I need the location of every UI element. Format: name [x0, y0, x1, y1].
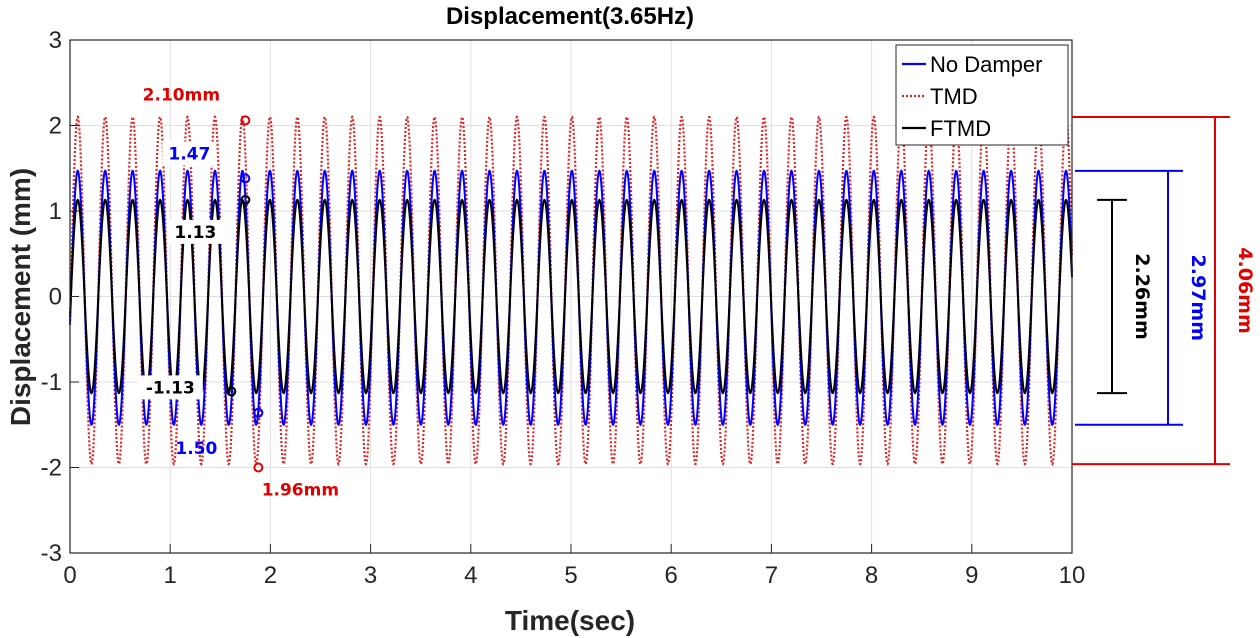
annotation-label-bg [162, 141, 217, 166]
range-brackets: 2.26mm 2.97mm 4.06mm [1072, 115, 1256, 466]
x-tick-label: 5 [564, 562, 577, 589]
y-tick-label: 3 [49, 27, 62, 54]
range-label: 2.26mm [1131, 253, 1153, 339]
annotation-label-bg [168, 219, 223, 244]
y-tick-label: -3 [41, 540, 62, 567]
range-label: 4.06mm [1234, 247, 1256, 333]
y-tick-label: 2 [49, 113, 62, 140]
series-line-ftmd [69, 198, 1073, 395]
range-label: 2.97mm [1187, 255, 1209, 341]
annotations: 2.10mm 1.47 1.13 -1.13 1.50 1.96mm [137, 85, 339, 501]
legend-label: No Damper [930, 52, 1042, 77]
x-tick-label: 7 [765, 562, 778, 589]
annotation-marker [240, 194, 251, 205]
x-tick-label: 0 [63, 562, 76, 589]
legend: No Damper TMD FTMD [895, 44, 1069, 146]
chart-title: Displacement(3.65Hz) [446, 3, 694, 30]
x-tick-label: 2 [264, 562, 277, 589]
annotation-label-bg [137, 375, 203, 400]
y-tick-label: -1 [41, 369, 62, 396]
y-axis-title: Displacement (mm) [5, 168, 36, 426]
series-lines [68, 114, 1074, 467]
x-axis-title: Time(sec) [505, 605, 635, 636]
annotation-label: 2.10mm [143, 85, 220, 105]
annotation-marker [240, 173, 251, 184]
x-tick-label: 3 [364, 562, 377, 589]
annotation-label: -1.13 [146, 378, 195, 398]
x-tick-label: 1 [164, 562, 177, 589]
annotation-marker [253, 407, 264, 418]
annotation-label: 1.47 [168, 145, 210, 165]
x-tick-label: 4 [464, 562, 477, 589]
y-tick-label: 0 [49, 284, 62, 311]
x-tick-label: 6 [665, 562, 678, 589]
legend-label: FTMD [930, 116, 991, 141]
y-tick-label: 1 [49, 198, 62, 225]
x-tick-label: 9 [965, 562, 978, 589]
y-tick-label: -2 [41, 455, 62, 482]
legend-label: TMD [930, 84, 978, 109]
annotation-marker [253, 462, 264, 473]
x-tick-label: 10 [1059, 562, 1086, 589]
annotation-label: 1.50 [175, 439, 217, 459]
annotation-marker [240, 115, 251, 126]
annotation-label: 1.13 [174, 223, 216, 243]
x-tick-label: 8 [865, 562, 878, 589]
annotation-label: 1.96mm [262, 481, 339, 501]
annotation-marker [226, 386, 237, 397]
